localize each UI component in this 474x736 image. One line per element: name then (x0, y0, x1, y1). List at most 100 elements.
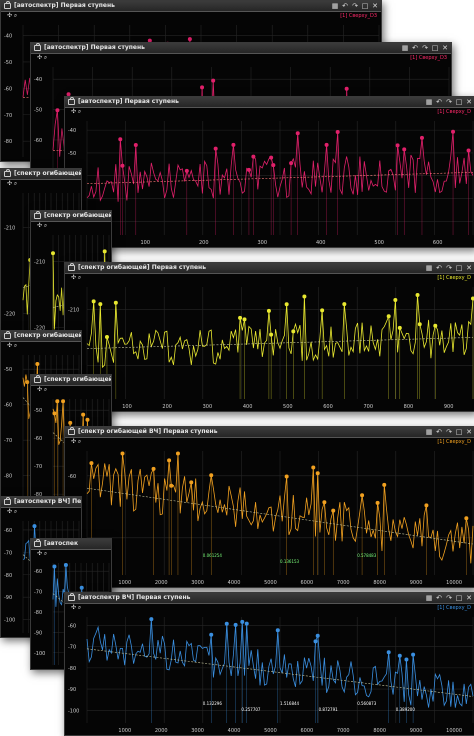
spectrum-plot[interactable]: -60 -70 -80 -90 -100 1000 2000 3000 4000 5000 6000… (65, 603, 474, 735)
lock-icon[interactable] (4, 169, 11, 177)
window-titlebar[interactable]: [спектр огибающей BЧ] Первая ступень ▦ ↶ ↷ □… (65, 427, 474, 438)
peak-marker (209, 632, 214, 637)
undo-icon[interactable]: ↶ (342, 2, 348, 10)
lock-icon[interactable] (68, 593, 75, 601)
cursor-tools[interactable]: ✣ ⌕ (37, 54, 48, 61)
maximize-icon[interactable]: □ (455, 594, 463, 602)
redo-icon[interactable]: ↷ (446, 428, 452, 436)
cursor-tools[interactable]: ✣ ⌕ (71, 108, 82, 115)
cursor-tools[interactable]: ✣ ⌕ (37, 222, 48, 229)
cursor-tools[interactable]: ✣ ⌕ (7, 12, 18, 19)
lock-icon[interactable] (68, 97, 75, 105)
peak-marker (275, 628, 280, 633)
y-tick-label: -60 (4, 403, 12, 409)
chart-window[interactable]: [спектр огибающей BЧ] Первая ступень ▦ ↶ ↷ □… (64, 426, 474, 588)
window-titlebar[interactable]: [спектр огибающей BЧ] Первая ступень (31, 375, 111, 386)
grid-icon[interactable]: ▦ (401, 44, 409, 52)
peak-marker (68, 420, 73, 425)
maximize-icon[interactable]: □ (361, 2, 369, 10)
lock-icon[interactable] (34, 539, 41, 547)
lock-icon[interactable] (34, 43, 41, 51)
cursor-tools[interactable]: ✣ ⌕ (7, 342, 18, 349)
undo-icon[interactable]: ↶ (412, 44, 418, 52)
redo-icon[interactable]: ↷ (446, 264, 452, 272)
y-tick-label: -70 (34, 464, 42, 470)
close-icon[interactable]: ✕ (442, 44, 448, 52)
window-titlebar[interactable]: [автоспектр ВЧ] Первая ступень (1, 497, 81, 508)
close-icon[interactable]: ✕ (466, 594, 472, 602)
window-titlebar[interactable]: [автоспектр] Первая ступень ▦ ↶ ↷ □ ✕ (31, 43, 451, 54)
maximize-icon[interactable]: □ (455, 428, 463, 436)
cursor-tools[interactable]: ✣ ⌕ (71, 604, 82, 611)
cursor-tools[interactable]: ✣ ⌕ (37, 550, 48, 557)
window-titlebar[interactable]: [спектр огибающей] Первая ступень ▦ ↶ ↷ □ ✕ (65, 263, 474, 274)
spectrum-plot[interactable]: -40-50-60-70-80100200300400500600 (65, 107, 474, 247)
cursor-tools[interactable]: ✣ ⌕ (7, 180, 18, 187)
close-icon[interactable]: ✕ (372, 2, 378, 10)
lock-icon[interactable] (68, 427, 75, 435)
spectrum-plot[interactable]: -210-220100200300400500600700800900 (65, 273, 474, 411)
lock-icon[interactable] (4, 331, 11, 339)
window-titlebar[interactable]: [спектр огибающей] Первая ступень (31, 211, 111, 222)
y-tick-label: -70 (68, 645, 76, 651)
redo-icon[interactable]: ↷ (352, 2, 358, 10)
lock-icon[interactable] (4, 497, 11, 505)
y-tick-label: -100 (34, 651, 45, 657)
window-title: [спектр огибающей BЧ] Первая ступень (78, 428, 218, 435)
undo-icon[interactable]: ↶ (436, 98, 442, 106)
maximize-icon[interactable]: □ (431, 44, 439, 52)
grid-icon[interactable]: ▦ (425, 264, 433, 272)
peak-marker (291, 329, 296, 334)
peak-marker (335, 130, 340, 135)
peak-marker (266, 308, 271, 313)
grid-icon[interactable]: ▦ (425, 98, 433, 106)
grid-icon[interactable]: ▦ (425, 594, 433, 602)
lock-icon[interactable] (4, 1, 11, 9)
close-icon[interactable]: ✕ (466, 428, 472, 436)
redo-icon[interactable]: ↷ (422, 44, 428, 52)
redo-icon[interactable]: ↷ (446, 98, 452, 106)
peak-marker (169, 483, 174, 488)
cursor-tools[interactable]: ✣ ⌕ (7, 508, 18, 515)
grid-icon[interactable]: ▦ (425, 428, 433, 436)
y-tick-label: -70 (4, 113, 12, 119)
window-titlebar[interactable]: [спектр огибающей BЧ] Первая ступень (1, 331, 81, 342)
maximize-icon[interactable]: □ (455, 264, 463, 272)
cursor-tools[interactable]: ✣ ⌕ (37, 386, 48, 393)
peak-marker (52, 564, 57, 569)
close-icon[interactable]: ✕ (466, 264, 472, 272)
spectrum-plot[interactable]: -60-701000200030004000500060007000800090… (65, 437, 474, 587)
peak-marker (324, 142, 329, 147)
window-titlebar[interactable]: [спектр огибающей] Первая ступень (1, 169, 81, 180)
peak-marker (120, 451, 125, 456)
cursor-tools[interactable]: ✣ ⌕ (71, 274, 82, 281)
cursor-tools[interactable]: ✣ ⌕ (71, 438, 82, 445)
lock-icon[interactable] (68, 263, 75, 271)
redo-icon[interactable]: ↷ (446, 594, 452, 602)
maximize-icon[interactable]: □ (455, 98, 463, 106)
chart-window[interactable]: [спектр огибающей] Первая ступень ▦ ↶ ↷ □ ✕ -2… (64, 262, 474, 412)
lock-icon[interactable] (34, 211, 41, 219)
chart-window[interactable]: [автоспектр] Первая ступень▦↶↷□✕-40-50-6… (64, 96, 474, 248)
peak-marker (271, 163, 276, 168)
x-tick-label: 200 (199, 240, 209, 246)
window-titlebar[interactable]: [автоспектр] Первая ступень ▦ ↶ ↷ □ ✕ (65, 97, 474, 108)
undo-icon[interactable]: ↶ (436, 264, 442, 272)
close-icon[interactable]: ✕ (466, 98, 472, 106)
y-tick-label: -220 (34, 325, 45, 331)
peak-marker (331, 508, 336, 513)
lock-icon[interactable] (34, 375, 41, 383)
x-tick-label: 2000 (155, 728, 168, 734)
undo-icon[interactable]: ↶ (436, 428, 442, 436)
chart-window[interactable]: [автоспектр ВЧ] Первая ступень ▦ ↶ ↷ □ ✕ -60 -7… (64, 592, 474, 736)
x-tick-label: 7000 (337, 580, 350, 586)
window-titlebar[interactable]: [автоспек (31, 539, 111, 550)
grid-icon[interactable]: ▦ (331, 2, 339, 10)
peak-marker (189, 480, 194, 485)
y-tick-label: -90 (68, 687, 76, 693)
window-titlebar[interactable]: [автоспектр] Первая ступень ▦ ↶ ↷ □ ✕ (1, 1, 381, 12)
x-tick-label: 100 (140, 240, 150, 246)
peak-marker (233, 622, 238, 627)
undo-icon[interactable]: ↶ (436, 594, 442, 602)
window-titlebar[interactable]: [автоспектр ВЧ] Первая ступень ▦ ↶ ↷ □ ✕ (65, 593, 474, 604)
